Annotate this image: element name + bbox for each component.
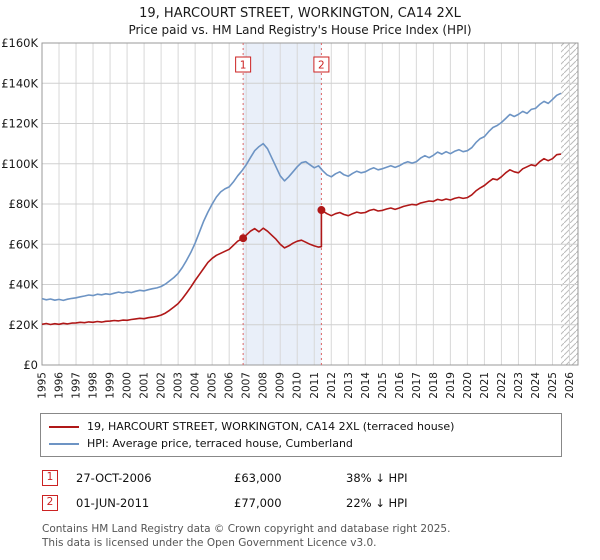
property-price-line-swatch [49,425,79,428]
legend-item-hpi: HPI: Average price, terraced house, Cumb… [49,435,553,452]
x-axis-tick-label: 1995 [37,372,49,399]
legend-label-hpi: HPI: Average price, terraced house, Cumb… [87,437,353,450]
sale-1-hpi-delta: 38% ↓ HPI [346,470,408,485]
sale-1-date: 27-OCT-2006 [76,470,152,485]
x-axis-tick-label: 2022 [496,372,508,399]
sale-number-box [313,56,330,73]
x-axis-tick-label: 2012 [326,372,338,399]
y-axis-tick-label: £100K [1,157,38,171]
x-axis-tick-label: 2025 [547,372,559,399]
sale-marker-dot [239,234,248,243]
page-title: 19, HARCOURT STREET, WORKINGTON, CA14 2X… [139,6,461,21]
sale-1-number-badge: 1 [42,469,58,486]
x-axis-tick-label: 2015 [377,372,389,399]
sale-number-label: 1 [240,60,247,72]
sale-1-price: £63,000 [234,470,282,485]
x-axis-tick-label: 2016 [394,372,406,399]
x-axis-tick-label: 2006 [224,372,236,399]
legend-label-property-price: 19, HARCOURT STREET, WORKINGTON, CA14 2X… [87,420,455,433]
x-axis-tick-label: 2007 [241,372,253,399]
chart-legend: 19, HARCOURT STREET, WORKINGTON, CA14 2X… [40,413,562,457]
x-axis-tick-label: 2021 [479,372,491,399]
x-axis-tick-label: 1997 [71,372,83,399]
x-axis-tick-label: 2026 [564,372,576,399]
x-axis-tick-label: 1998 [88,372,100,399]
x-axis-tick-label: 2018 [428,372,440,399]
y-axis-tick-label: £120K [1,117,38,131]
sale-2-date: 01-JUN-2011 [76,495,150,510]
x-axis-tick-label: 2023 [513,372,525,399]
x-axis-tick-label: 2008 [258,372,270,399]
y-axis-tick-label: £60K [9,237,39,251]
y-axis-tick-label: £160K [1,37,38,50]
footer-line-2: This data is licensed under the Open Gov… [42,536,377,549]
sale-2-hpi-delta: 22% ↓ HPI [346,495,408,510]
sale-2-number-badge: 2 [42,494,58,511]
series-line [41,153,562,326]
x-axis-tick-label: 2010 [292,372,304,399]
series-line [41,92,562,302]
x-axis-tick-label: 1996 [54,372,66,399]
sale-marker-dot [317,206,326,215]
x-axis-tick-label: 2014 [360,372,372,399]
legend-item-property-price: 19, HARCOURT STREET, WORKINGTON, CA14 2X… [49,418,553,435]
y-axis-tick-label: £20K [9,318,39,332]
x-axis-tick-label: 2005 [207,372,219,399]
y-axis-tick-label: £40K [9,278,39,292]
x-axis-tick-label: 2024 [530,372,542,399]
sale-number-box [235,56,252,73]
sale-annotation-1: 1 27-OCT-2006 £63,000 38% ↓ HPI [42,465,600,490]
x-axis-tick-label: 2017 [411,372,423,399]
y-axis-tick-label: £0 [23,358,38,372]
sale-2-price: £77,000 [234,495,282,510]
page-subtitle: Price paid vs. HM Land Registry's House … [128,23,472,37]
hpi-line-swatch [49,442,79,445]
x-axis-tick-label: 2001 [139,372,151,399]
y-axis-tick-label: £80K [9,197,39,211]
price-history-chart: 1 2 £0 £20K £40K £60K £80K £100K £120K £140K £160K… [1,37,579,399]
sale-number-label: 2 [318,60,325,72]
x-axis-tick-label: 2020 [462,372,474,399]
footer-line-1: Contains HM Land Registry data © Crown c… [42,523,451,535]
x-axis-tick-label: 2019 [445,372,457,399]
license-footer: Contains HM Land Registry data © Crown c… [42,523,600,550]
x-axis-tick-label: 2004 [190,372,202,399]
sale-annotations: 1 27-OCT-2006 £63,000 38% ↓ HPI 2 01-JUN… [42,465,600,515]
x-axis-tick-label: 2002 [156,372,168,399]
x-axis-tick-label: 1999 [105,372,117,399]
y-axis-tick-label: £140K [1,76,38,90]
sale-annotation-2: 2 01-JUN-2011 £77,000 22% ↓ HPI [42,490,600,515]
x-axis-tick-label: 2011 [309,372,321,399]
x-axis-tick-label: 2013 [343,372,355,399]
x-axis-tick-label: 2000 [122,372,134,399]
x-axis-tick-label: 2009 [275,372,287,399]
plot-border [41,42,579,366]
x-axis-tick-label: 2003 [173,372,185,399]
